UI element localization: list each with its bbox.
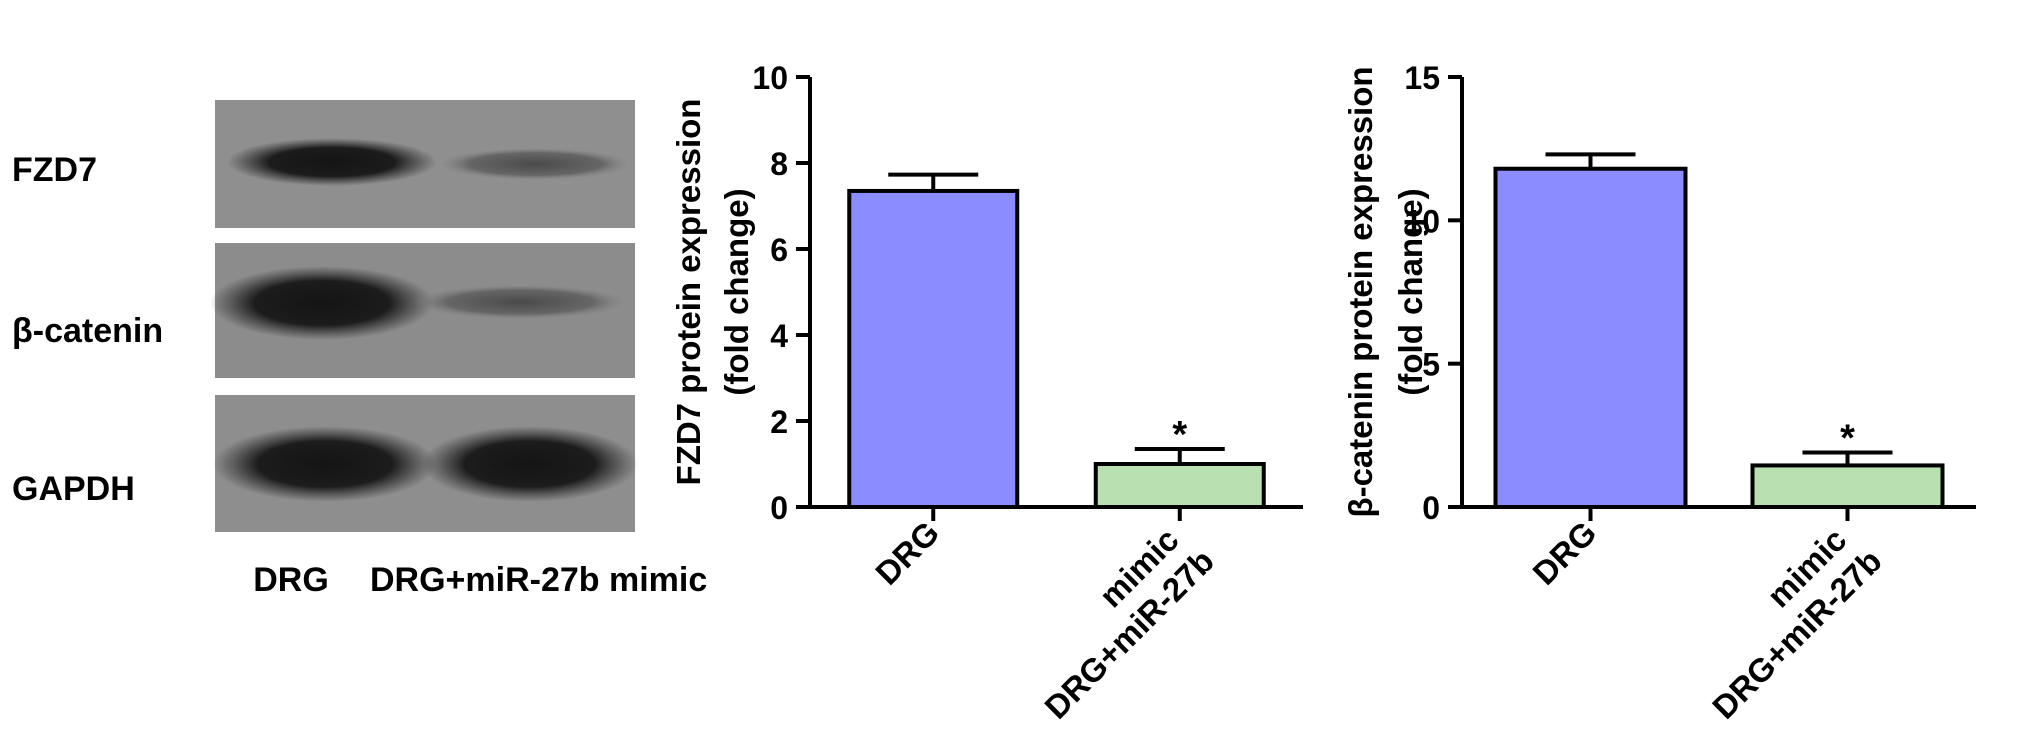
western-blot-panel: FZD7 β-catenin GAPDH DRG DRG+miR-27b mim…	[12, 100, 707, 599]
significance-marker: *	[1172, 414, 1187, 456]
y-tick-label: 8	[770, 146, 788, 182]
y-tick-label: 5	[1422, 347, 1440, 383]
band-fzd7-drg	[227, 138, 437, 186]
x-tick-label-line: DRG	[1525, 514, 1603, 592]
band-label-fzd7: FZD7	[12, 151, 97, 189]
y-tick-label: 10	[752, 60, 788, 96]
band-beta-catenin-drg	[210, 266, 434, 340]
y-axis-label: (fold change)	[1392, 188, 1429, 395]
band-label-beta-catenin: β-catenin	[12, 312, 163, 350]
x-tick-label: DRG	[1525, 514, 1603, 592]
bar	[1093, 462, 1266, 509]
band-gapdh-drg	[213, 426, 437, 502]
y-tick-label: 2	[770, 404, 788, 440]
band-beta-catenin-mimic	[415, 285, 625, 319]
y-axis-label: FZD7 protein expression	[670, 99, 707, 486]
lane-label-drg: DRG	[253, 561, 329, 599]
y-tick-label: 0	[770, 490, 788, 526]
bar	[1750, 463, 1945, 509]
x-tick-label-line: DRG	[868, 514, 946, 592]
significance-marker: *	[1840, 418, 1855, 460]
y-tick-label: 6	[770, 232, 788, 268]
x-tick-label: DRG+miR-27bmimic	[1009, 514, 1221, 726]
bar-chart-fzd7: 0 2 4 6 8 10 FZD7 protein expression (fold chan…	[670, 60, 1303, 726]
bar	[1493, 166, 1688, 509]
y-tick-label: 0	[1422, 490, 1440, 526]
x-tick-label: DRG	[868, 514, 946, 592]
y-tick-label: 10	[1404, 203, 1440, 239]
band-label-gapdh: GAPDH	[12, 470, 135, 508]
y-axis-label: (fold change)	[718, 188, 755, 395]
bar-chart-beta-catenin: 0 5 10 15 β-catenin protein expression (fold …	[1342, 60, 1976, 726]
bar	[847, 188, 1020, 509]
y-axis-label: β-catenin protein expression	[1342, 66, 1379, 517]
y-tick-label: 4	[770, 318, 788, 354]
band-gapdh-mimic	[422, 426, 638, 502]
band-fzd7-mimic	[440, 148, 630, 180]
y-tick-label: 15	[1404, 60, 1440, 96]
x-tick-label: DRG+miR-27bmimic	[1677, 514, 1889, 726]
lane-label-drg-mir-27b-mimic: DRG+miR-27b mimic	[370, 561, 707, 599]
